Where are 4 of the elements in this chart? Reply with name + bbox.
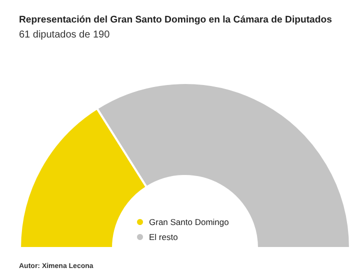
legend-label: Gran Santo Domingo — [149, 217, 230, 227]
legend-label: El resto — [149, 232, 178, 242]
chart-title: Representación del Gran Santo Domingo en la Cámara de Diputados — [19, 14, 332, 26]
chart-subtitle: 61 diputados de 190 — [19, 30, 110, 40]
